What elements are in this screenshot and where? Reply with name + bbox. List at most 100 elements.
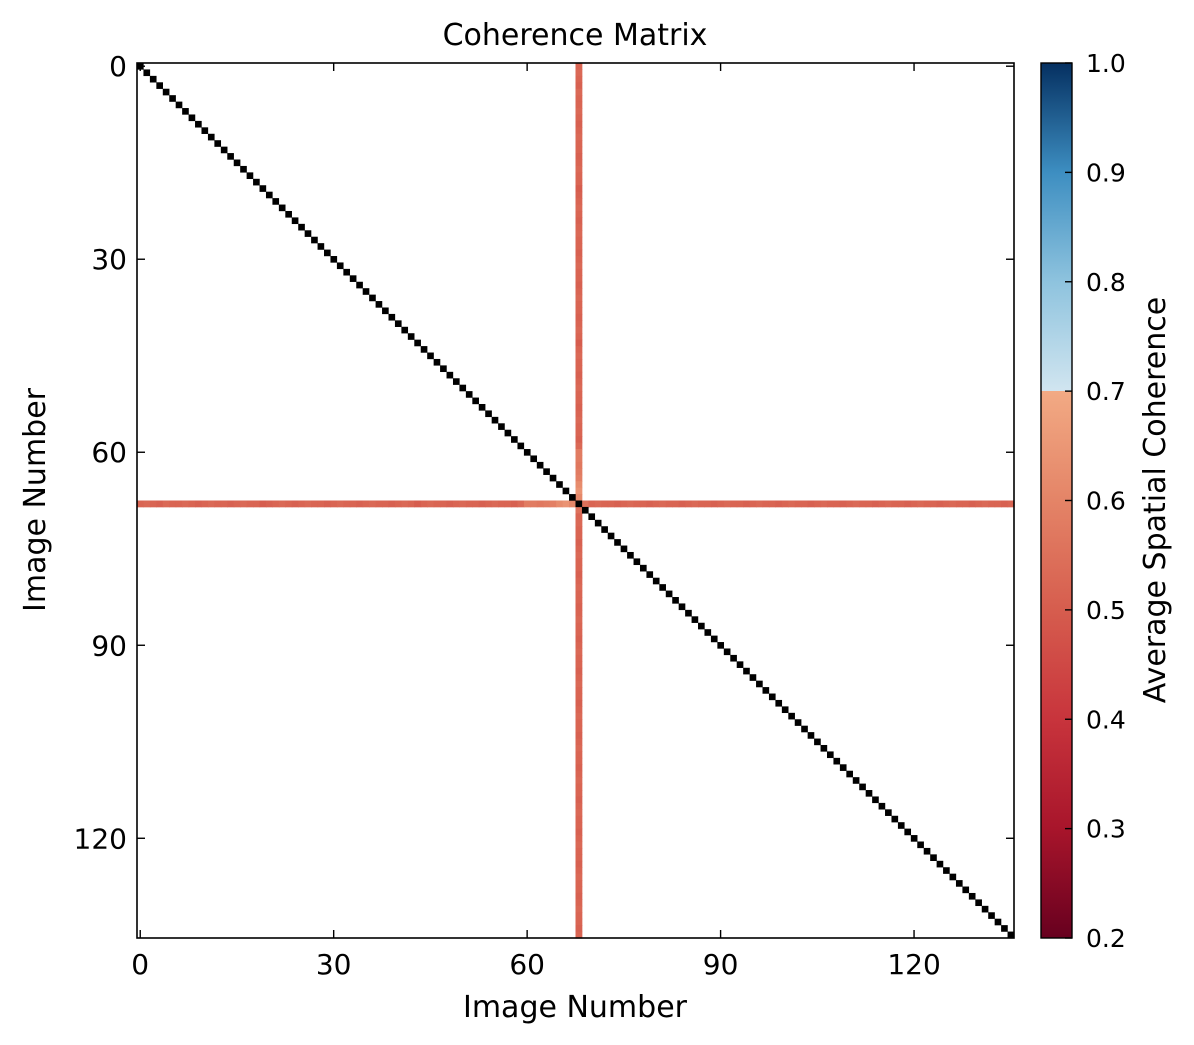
heatmap-cell-diagonal [897,822,905,829]
heatmap-cell-col [575,301,583,309]
heatmap-cell-row [865,500,873,508]
x-tick-label: 120 [887,948,940,981]
heatmap-cell-diagonal [427,352,434,360]
heatmap-cell-col [575,802,583,810]
heatmap-cell-row [620,500,628,508]
heatmap-cell-diagonal [872,796,879,804]
colorbar-tick-label: 0.4 [1086,705,1126,734]
heatmap-cell-diagonal [704,629,712,636]
heatmap-cell-col [575,256,583,264]
heatmap-cell-row [278,500,286,508]
colorbar-tick-label: 0.7 [1086,377,1126,406]
heatmap-cell-row [749,500,757,508]
heatmap-cell-row [465,500,473,508]
heatmap-cell-col [575,210,583,219]
heatmap-cell-diagonal [639,564,647,572]
heatmap-cell-col [575,732,583,740]
heatmap-cell-col [575,847,583,855]
heatmap-cell-col [575,629,583,637]
heatmap-cell-col [575,603,583,611]
heatmap-cell-diagonal [736,661,744,668]
heatmap-cell-col [575,706,583,714]
heatmap-cell-diagonal [214,140,222,147]
y-tick-label: 30 [91,243,127,276]
heatmap-cell-col [575,918,583,926]
heatmap-cell-row [433,500,441,508]
heatmap-cell-col [575,654,583,662]
heatmap-cell-col [575,178,583,186]
heatmap-cell-row [156,500,164,508]
heatmap-cell-diagonal [627,551,634,559]
heatmap-cell-diagonal [388,313,396,321]
heatmap-cell-diagonal [775,699,783,707]
heatmap-cell-row [594,500,602,508]
heatmap-cell-col [575,764,583,772]
heatmap-cell-row [311,500,319,508]
heatmap-cell-row [401,500,409,508]
heatmap-cell-diagonal [672,597,679,604]
heatmap-cell-diagonal [369,294,376,302]
heatmap-cell-row [588,500,596,508]
heatmap-cell-row [394,500,402,508]
heatmap-cell-diagonal [278,204,286,212]
heatmap-cell-row [382,500,390,508]
heatmap-cell-diagonal [459,384,467,392]
heatmap-cell-col [575,481,583,489]
heatmap-cell-col [575,75,583,83]
heatmap-cell-row [904,500,912,508]
heatmap-cell-col [575,275,583,283]
heatmap-cell-diagonal [917,841,924,849]
heatmap-cell-diagonal [440,365,447,373]
heatmap-cell-diagonal [962,886,970,894]
heatmap-cell-col [575,860,583,868]
colorbar-tick-label: 0.2 [1086,924,1126,953]
heatmap-cell-row [839,500,847,508]
heatmap-cell-col [575,384,583,392]
heatmap-cell-diagonal [794,719,802,726]
heatmap-cell-row [910,500,918,508]
heatmap-cell-row [723,500,731,508]
heatmap-cell-diagonal [839,764,847,771]
heatmap-cell-diagonal [543,468,550,475]
heatmap-cell-col [575,172,583,180]
heatmap-cell-col [575,230,583,238]
heatmap-cell-diagonal [1001,925,1008,932]
heatmap-cell-col [575,410,583,418]
heatmap-cell-diagonal [433,358,441,366]
heatmap-cell-row [543,500,551,508]
heatmap-cell-row [1001,500,1009,508]
heatmap-cell-row [330,500,338,508]
heatmap-cell-col [575,809,583,817]
heatmap-cell-row [962,500,970,508]
heatmap-cell-diagonal [562,487,570,495]
heatmap-cell-diagonal [768,693,776,701]
heatmap-plot-area [136,62,1015,939]
heatmap-cell-diagonal [685,609,692,617]
heatmap-cell-diagonal [330,256,338,263]
heatmap-cell-col [575,487,583,495]
heatmap-cell-col [575,307,583,315]
heatmap-cell-diagonal [220,146,228,154]
heatmap-cell-row [975,500,983,508]
heatmap-cell-col [575,757,583,765]
heatmap-cell-col [575,204,583,212]
heatmap-cell-col [575,680,583,688]
heatmap-cell-col [575,796,583,804]
heatmap-cell-diagonal [382,307,389,315]
heatmap-cell-row [581,500,589,508]
heatmap-cell-col [575,365,583,373]
heatmap-cell-row [820,500,828,508]
heatmap-cell-col [575,526,583,534]
x-tick-label: 90 [703,948,739,981]
heatmap-cell-diagonal [633,558,641,566]
heatmap-cell-col [575,899,583,907]
heatmap-cell-col [575,841,583,849]
heatmap-cell-diagonal [756,680,763,688]
heatmap-cell-diagonal [285,210,292,218]
heatmap-cell-col [575,532,583,540]
heatmap-cell-col [575,661,583,669]
heatmap-cell-col [575,835,583,843]
heatmap-cell-diagonal [472,397,479,405]
heatmap-cell-col [575,719,583,727]
heatmap-cell-row [440,500,448,508]
